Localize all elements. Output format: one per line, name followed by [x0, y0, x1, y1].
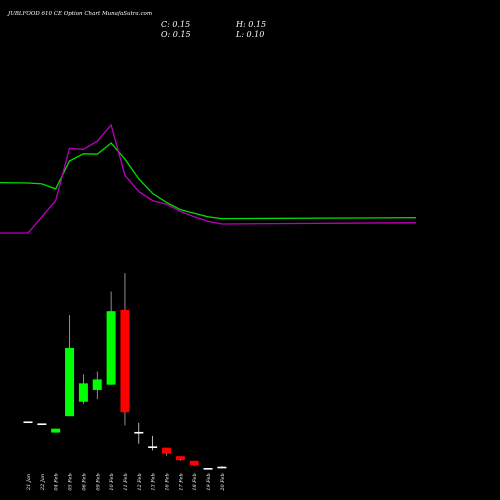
candle-body: [78, 383, 88, 402]
candle-body: [162, 447, 171, 454]
candle-body: [23, 421, 33, 424]
x-tick-label: 11 Feb: [123, 473, 129, 490]
x-tick-label: 09 Feb: [95, 473, 101, 490]
x-tick-label: 12 Feb: [137, 473, 143, 490]
x-tick-label: 13 Feb: [151, 473, 157, 490]
x-axis-ticks: 21 Jan 22 Jan 04 Feb 05 Feb 06 Feb 09 Feb 10 F…: [26, 473, 226, 491]
x-tick-label: 04 Feb: [54, 473, 60, 490]
x-tick-label: 21 Jan: [26, 474, 32, 491]
indicator-lines: [0, 123, 417, 234]
candles: [23, 273, 227, 470]
x-tick-label: 20 Feb: [220, 473, 226, 491]
candle-body: [106, 311, 116, 385]
x-tick-label: 06 Feb: [81, 473, 87, 490]
x-tick-label: 18 Feb: [192, 473, 198, 490]
x-tick-label: 19 Feb: [206, 473, 212, 490]
x-tick-label: 17 Feb: [178, 473, 184, 490]
candle-body: [189, 460, 199, 466]
candle-body: [120, 309, 130, 413]
high-readout: H: 0.15: [235, 20, 266, 29]
candle-body: [217, 466, 227, 469]
chart-title: JUBLFOOD 610 CE Option Chart MunafaSutra…: [7, 11, 152, 17]
low-readout: L: 0.10: [235, 30, 264, 39]
candle-body: [148, 446, 158, 448]
x-tick-label: 16 Feb: [165, 473, 171, 490]
x-tick-label: 05 Feb: [68, 473, 74, 490]
open-readout: O: 0.15: [161, 30, 191, 39]
candle-body: [51, 428, 61, 433]
x-tick-label: 10 Feb: [109, 473, 115, 490]
indicator-line-green: [0, 142, 417, 220]
x-tick-label: 22 Jan: [40, 474, 46, 491]
candle-body: [134, 431, 144, 434]
candle-body: [175, 456, 185, 461]
candle-body: [65, 347, 75, 417]
indicator-line-purple: [0, 123, 417, 234]
close-readout: C: 0.15: [161, 20, 190, 29]
candle-body: [37, 423, 47, 426]
candle-body: [203, 468, 213, 470]
candle-body: [92, 379, 102, 390]
